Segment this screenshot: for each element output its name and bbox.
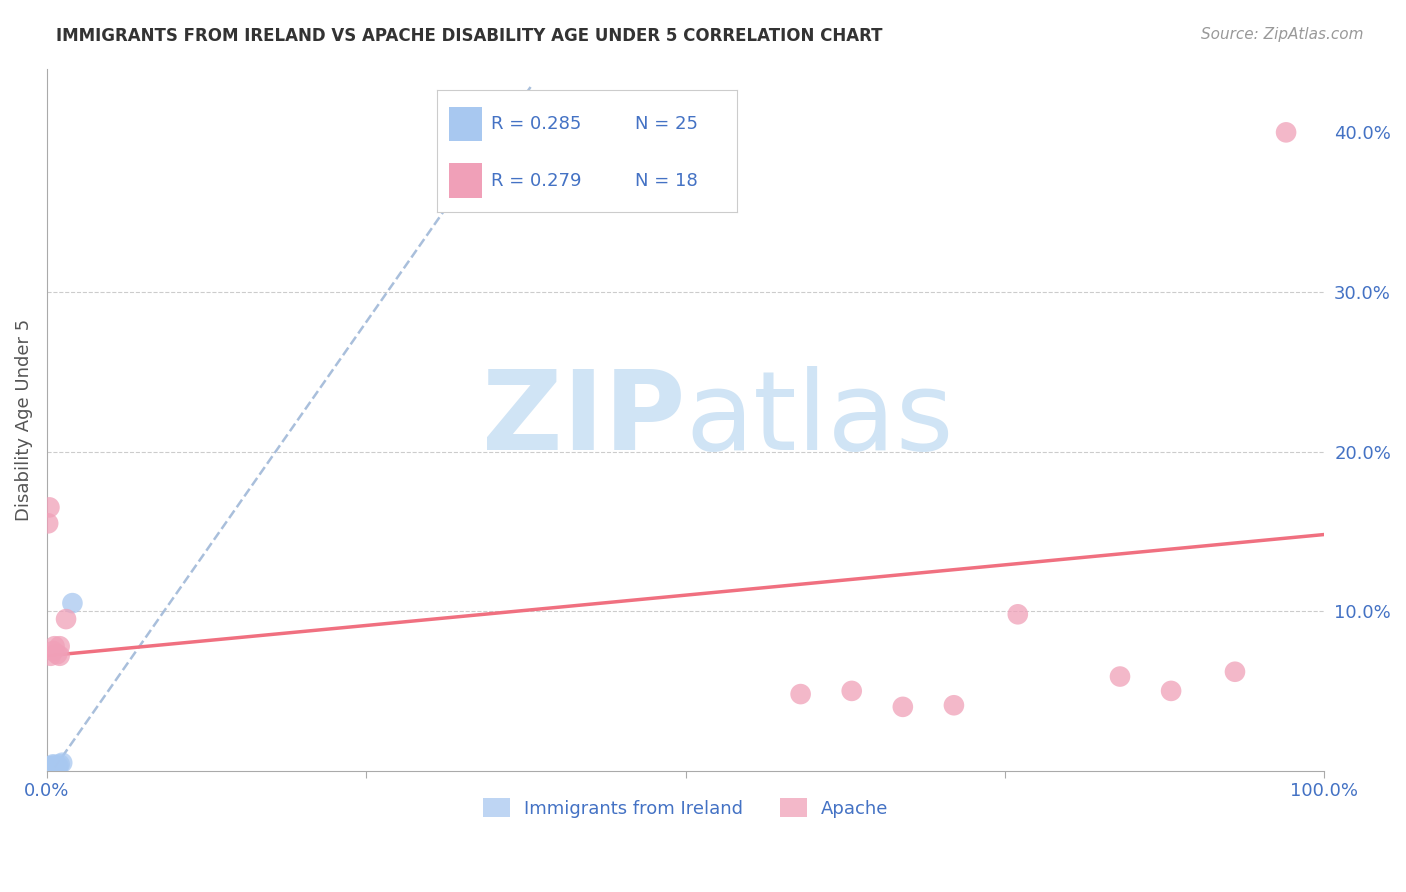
Point [38,760,60,774]
Point [37,516,59,531]
Text: atlas: atlas [686,366,955,473]
Point [37,762,59,776]
Point [39,760,62,774]
Point [39,648,62,663]
Point [38,762,60,776]
Point [45,759,67,773]
Point [789,687,811,701]
Point [46,760,69,774]
Text: IMMIGRANTS FROM IRELAND VS APACHE DISABILITY AGE UNDER 5 CORRELATION CHART: IMMIGRANTS FROM IRELAND VS APACHE DISABI… [56,27,883,45]
Point [1160,684,1182,698]
Point [62,596,84,610]
Point [891,699,914,714]
Point [39,762,62,776]
Point [42,759,65,773]
Point [42,762,65,776]
Legend: Immigrants from Ireland, Apache: Immigrants from Ireland, Apache [475,791,896,825]
Point [39,759,62,773]
Y-axis label: Disability Age Under 5: Disability Age Under 5 [15,318,32,521]
Point [44,760,66,774]
Point [1109,669,1132,683]
Point [46,647,69,661]
Point [942,698,965,713]
Point [37,760,59,774]
Point [48,759,70,773]
Point [45,760,67,774]
Point [48,639,70,653]
Text: ZIP: ZIP [482,366,686,473]
Point [44,759,66,773]
Point [44,639,66,653]
Point [41,759,63,773]
Point [42,760,65,774]
Point [1223,665,1246,679]
Point [841,684,863,698]
Point [48,648,70,663]
Point [51,756,73,770]
Point [1275,125,1298,139]
Point [42,757,65,772]
Point [1007,607,1029,622]
Point [38,500,60,515]
Point [41,760,63,774]
Point [55,612,77,626]
Text: Source: ZipAtlas.com: Source: ZipAtlas.com [1201,27,1364,42]
Point [44,762,66,776]
Point [48,757,70,772]
Point [41,762,63,776]
Point [46,759,69,773]
Point [42,644,65,658]
